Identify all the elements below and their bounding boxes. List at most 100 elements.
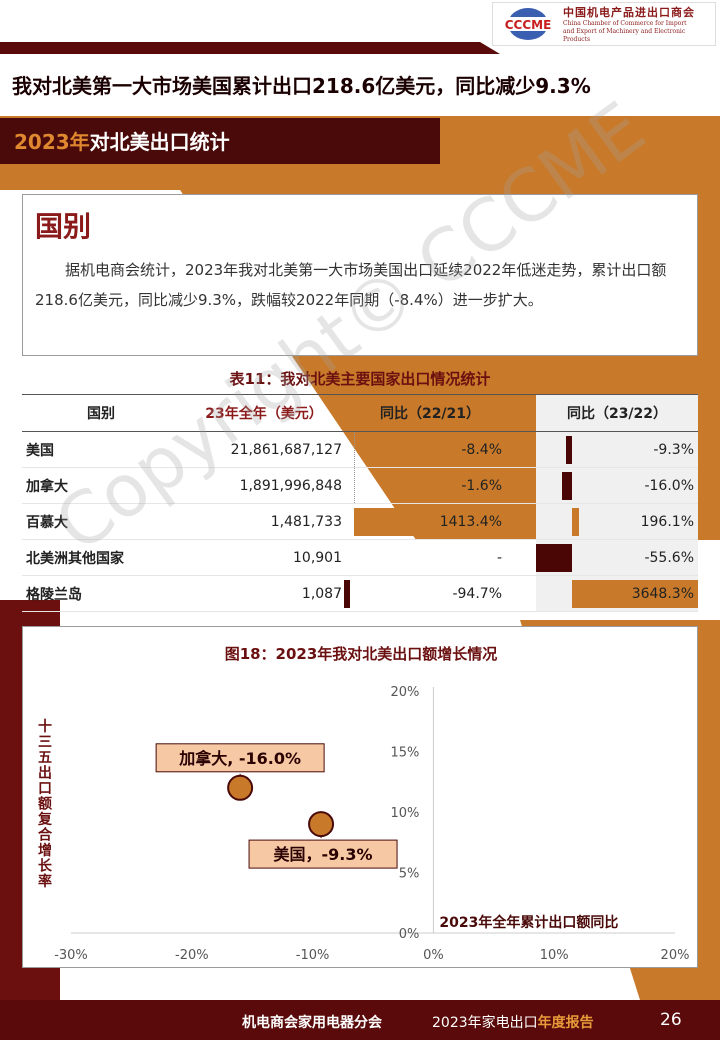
yoy-22-cell-text: -94.7% xyxy=(452,585,502,602)
yoy-23-cell: -9.3% xyxy=(536,432,698,467)
country-cell-text: 百慕大 xyxy=(26,514,68,531)
section-title-bar: 2023年对北美出口统计 xyxy=(0,118,440,164)
negative-data-bar xyxy=(561,472,572,500)
positive-data-bar xyxy=(354,508,506,536)
yoy-22-cell: 1413.4% xyxy=(354,504,506,539)
growth-scatter-chart: 图18：2023年我对北美出口额增长情况 0% 5% 10% 15% 20% -30% -20… xyxy=(37,645,690,963)
export-table: 国别 23年全年（美元） 同比（22/21） 同比（23/22） 美国 21,86… xyxy=(22,394,698,612)
x-tick-label: 0% xyxy=(423,948,444,963)
section-title: 对北美出口统计 xyxy=(89,130,230,154)
yoy-23-cell-text: -9.3% xyxy=(653,441,694,458)
country-cell: 加拿大 xyxy=(26,468,176,503)
yoy-23-cell-text: 196.1% xyxy=(640,513,694,530)
amount-cell: 1,891,996,848 xyxy=(182,468,346,503)
negative-data-bar xyxy=(565,436,572,464)
page-number: 26 xyxy=(660,1010,682,1030)
svg-text:CCCME: CCCME xyxy=(505,18,552,32)
amount-cell: 1,481,733 xyxy=(182,504,346,539)
growth-chart: 图18：2023年我对北美出口额增长情况 0% 5% 10% 15% 20% -30% -20… xyxy=(22,626,698,968)
amount-cell-text: 1,087 xyxy=(301,585,342,602)
chart-title: 图18：2023年我对北美出口额增长情况 xyxy=(225,645,498,663)
x-tick-label: -20% xyxy=(175,948,209,963)
yoy-23-cell-text: -16.0% xyxy=(644,477,694,494)
yoy-22-cell: - xyxy=(354,540,506,575)
amount-marker-bar xyxy=(344,580,350,608)
point-label: 美国，-9.3% xyxy=(274,845,373,864)
table-row: 北美洲其他国家 10,901 - -55.6% xyxy=(22,540,698,576)
point-label: 加拿大, -16.0% xyxy=(178,749,301,768)
amount-cell: 1,087 xyxy=(182,576,350,611)
table-row: 格陵兰岛 1,087 -94.7% 3648.3% xyxy=(22,576,698,612)
x-axis-label: 2023年全年累计出口额同比 xyxy=(439,914,618,931)
zero-axis-line xyxy=(354,468,355,503)
table-row: 百慕大 1,481,733 1413.4% 196.1% xyxy=(22,504,698,540)
amount-cell-text: 21,861,687,127 xyxy=(230,441,342,458)
cccme-badge-icon: CCCME xyxy=(499,6,557,42)
country-cell-text: 格陵兰岛 xyxy=(26,586,82,603)
amount-cell-text: 1,891,996,848 xyxy=(239,477,342,494)
footer-org: 机电商会家用电器分会 xyxy=(242,1015,382,1031)
negative-data-bar xyxy=(536,544,572,572)
header-amount: 23年全年（美元） xyxy=(205,406,323,422)
footer-report: 2023年家电出口年度报告 xyxy=(432,1012,594,1032)
table-row: 美国 21,861,687,127 -8.4% -9.3% xyxy=(22,432,698,468)
yoy-23-cell: -55.6% xyxy=(536,540,698,575)
yoy-23-cell-text: 3648.3% xyxy=(631,585,694,602)
country-cell-text: 北美洲其他国家 xyxy=(26,550,124,567)
section-year: 2023年 xyxy=(14,130,90,154)
amount-cell: 10,901 xyxy=(182,540,346,575)
yoy-22-cell: -8.4% xyxy=(354,432,506,467)
country-summary-card: 国别 据机电商会统计，2023年我对北美第一大市场美国出口延续2022年低迷走势… xyxy=(22,194,698,356)
zero-axis-line xyxy=(354,432,355,467)
yoy-22-cell-text: - xyxy=(496,549,502,566)
x-tick-label: 10% xyxy=(540,948,569,963)
x-tick-label: 20% xyxy=(661,948,690,963)
card-title: 国别 xyxy=(35,210,92,243)
table-body: 美国 21,861,687,127 -8.4% -9.3% 加拿大 1,891,996,8… xyxy=(22,432,698,612)
header-yoy-23: 同比（23/22） xyxy=(536,395,698,431)
amount-cell-text: 10,901 xyxy=(293,549,342,566)
country-cell-text: 加拿大 xyxy=(26,478,68,495)
header-country: 国别 xyxy=(87,406,115,422)
yoy-22-cell-text: -8.4% xyxy=(461,441,502,458)
yoy-22-cell-text: 1413.4% xyxy=(439,513,502,530)
page-headline: 我对北美第一大市场美国累计出口218.6亿美元，同比减少9.3% xyxy=(12,74,591,98)
yoy-23-cell: 3648.3% xyxy=(536,576,698,611)
country-cell: 格陵兰岛 xyxy=(26,576,176,611)
yoy-22-cell-text: -1.6% xyxy=(461,477,502,494)
x-tick-label: -30% xyxy=(54,948,88,963)
scatter-point xyxy=(308,811,335,838)
scatter-point xyxy=(227,774,254,801)
yoy-23-cell: 196.1% xyxy=(536,504,698,539)
table-row: 加拿大 1,891,996,848 -1.6% -16.0% xyxy=(22,468,698,504)
footer-report-prefix: 2023年家电出口 xyxy=(432,1015,538,1031)
y-tick-label: 0% xyxy=(399,927,420,942)
amount-cell: 21,861,687,127 xyxy=(182,432,346,467)
footer-report-suffix: 年度报告 xyxy=(537,1015,594,1031)
positive-data-bar xyxy=(572,580,698,608)
point-label-box xyxy=(155,743,325,773)
point-label-box xyxy=(248,839,398,869)
yoy-23-cell: -16.0% xyxy=(536,468,698,503)
y-tick-label: 5% xyxy=(399,867,420,882)
logo-name-cn: 中国机电产品进出口商会 xyxy=(563,6,695,19)
table-header-row: 国别 23年全年（美元） 同比（22/21） 同比（23/22） xyxy=(22,394,698,432)
y-tick-label: 20% xyxy=(390,685,419,700)
yoy-23-cell-text: -55.6% xyxy=(644,549,694,566)
cccme-logo: CCCME 中国机电产品进出口商会 China Chamber of Comme… xyxy=(492,2,716,46)
logo-name-en-2: and Export of Machinery and Electronic P… xyxy=(563,28,686,43)
country-cell-text: 美国 xyxy=(26,442,54,459)
y-tick-label: 10% xyxy=(390,806,419,821)
logo-name-en-1: China Chamber of Commerce for Import xyxy=(563,20,687,27)
y-axis-label: 十三五出口额复合增长率 xyxy=(37,718,53,890)
country-cell: 北美洲其他国家 xyxy=(26,540,176,575)
country-cell: 百慕大 xyxy=(26,504,176,539)
y-tick-label: 15% xyxy=(390,746,419,761)
header-yoy-22: 同比（22/21） xyxy=(379,406,481,422)
amount-cell-text: 1,481,733 xyxy=(270,513,342,530)
x-tick-label: -10% xyxy=(296,948,330,963)
table-title: 表11：我对北美主要国家出口情况统计 xyxy=(229,370,491,388)
card-body-text: 据机电商会统计，2023年我对北美第一大市场美国出口延续2022年低迷走势，累计… xyxy=(35,261,667,309)
page-footer: 机电商会家用电器分会 2023年家电出口年度报告 26 xyxy=(0,1000,720,1040)
yoy-22-cell: -1.6% xyxy=(354,468,506,503)
